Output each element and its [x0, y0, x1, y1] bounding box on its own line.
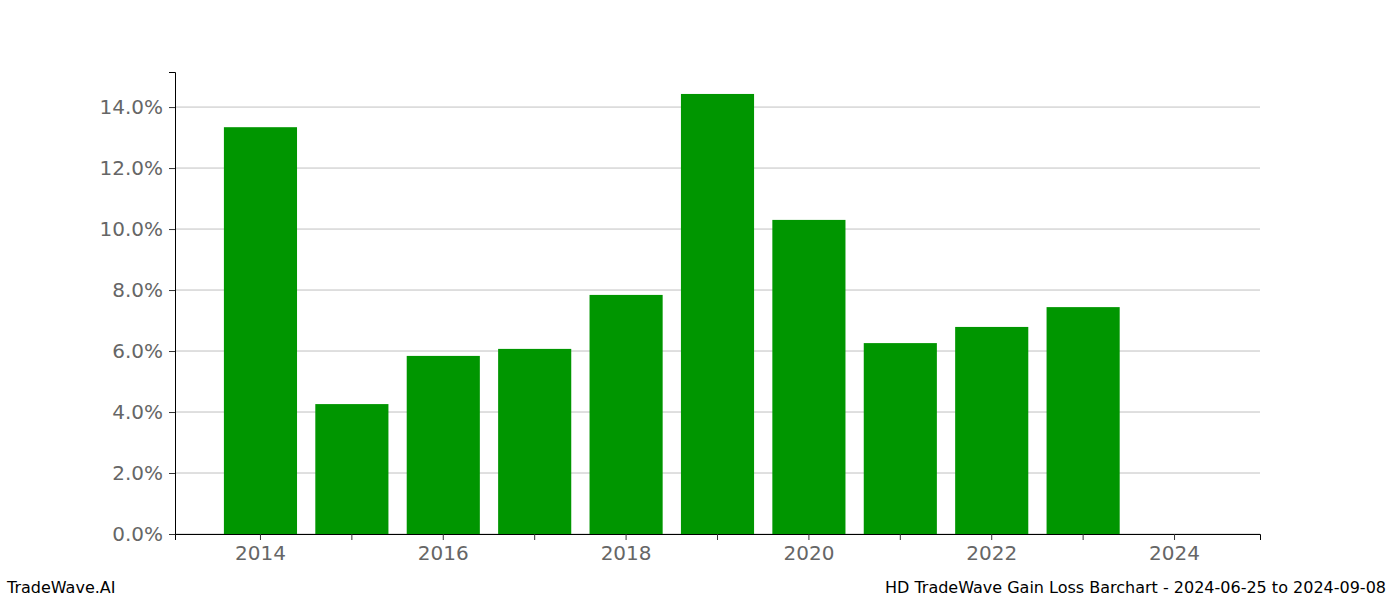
y-axis-line — [169, 73, 176, 535]
x-tick-label: 2020 — [783, 541, 834, 565]
y-tick: 6.0% — [112, 339, 175, 363]
y-tick-mark — [169, 168, 175, 169]
x-tick-mark — [808, 534, 809, 540]
y-tick-label: 12.0% — [99, 156, 163, 180]
y-tick-mark — [169, 229, 175, 230]
x-tick — [534, 534, 535, 540]
x-tick-mark — [717, 534, 718, 540]
y-tick: 8.0% — [112, 278, 175, 302]
bar — [224, 127, 297, 534]
bar — [864, 343, 937, 534]
x-tick: 2022 — [966, 534, 1017, 565]
bar — [498, 349, 571, 534]
y-tick: 2.0% — [112, 461, 175, 485]
y-axis: 0.0% 2.0% 4.0% 6.0% 8.0% 10.0% 12.0% 14.0% — [99, 73, 175, 546]
x-tick-mark — [1174, 534, 1175, 540]
y-tick-mark — [169, 412, 175, 413]
x-tick-label: 2014 — [235, 541, 286, 565]
y-tick: 12.0% — [99, 156, 175, 180]
x-tick: 2014 — [235, 534, 286, 565]
x-tick-label: 2022 — [966, 541, 1017, 565]
y-tick-label: 14.0% — [99, 95, 163, 119]
x-tick-label: 2018 — [601, 541, 652, 565]
x-tick: 2024 — [1149, 534, 1200, 565]
y-tick: 0.0% — [112, 522, 175, 546]
bar — [681, 94, 754, 534]
x-tick-mark — [1083, 534, 1084, 540]
bar — [955, 327, 1028, 534]
y-tick-label: 0.0% — [112, 522, 163, 546]
y-tick-label: 6.0% — [112, 339, 163, 363]
y-tick-mark — [169, 351, 175, 352]
bar — [315, 404, 388, 534]
bar — [1047, 307, 1120, 534]
bar — [407, 356, 480, 534]
x-tick-label: 2024 — [1149, 541, 1200, 565]
chart: 2014 2016 2018 2020 2022 2024 0.0% 2.0% 4.0% 6.0%… — [0, 0, 1400, 600]
y-tick: 10.0% — [99, 217, 175, 241]
bar — [590, 295, 663, 534]
x-tick-mark — [991, 534, 992, 540]
annotation: HD TradeWave Gain Loss Barchart - 2024-0… — [885, 578, 1386, 597]
x-tick-mark — [351, 534, 352, 540]
bars — [224, 94, 1120, 534]
x-tick — [900, 534, 901, 540]
bar — [772, 220, 845, 534]
x-tick-label: 2016 — [418, 541, 469, 565]
background — [0, 0, 1400, 600]
x-tick — [717, 534, 718, 540]
x-tick-mark — [534, 534, 535, 540]
annotation: TradeWave.AI — [6, 578, 115, 597]
x-axis: 2014 2016 2018 2020 2022 2024 — [176, 534, 1261, 565]
y-tick: 14.0% — [99, 95, 175, 119]
y-tick-mark — [169, 290, 175, 291]
x-tick: 2016 — [418, 534, 469, 565]
y-tick-mark — [169, 534, 175, 535]
y-tick-mark — [169, 473, 175, 474]
x-tick-mark — [900, 534, 901, 540]
x-tick-mark — [443, 534, 444, 540]
x-tick-mark — [260, 534, 261, 540]
x-tick-mark — [626, 534, 627, 540]
x-tick — [1083, 534, 1084, 540]
x-tick — [351, 534, 352, 540]
x-tick: 2020 — [783, 534, 834, 565]
y-tick-label: 4.0% — [112, 400, 163, 424]
x-tick: 2018 — [601, 534, 652, 565]
y-tick-label: 2.0% — [112, 461, 163, 485]
annotations: TradeWave.AI HD TradeWave Gain Loss Barch… — [6, 578, 1386, 597]
y-tick: 4.0% — [112, 400, 175, 424]
y-tick-label: 10.0% — [99, 217, 163, 241]
y-tick-label: 8.0% — [112, 278, 163, 302]
y-tick-mark — [169, 107, 175, 108]
x-axis-line — [176, 535, 1261, 541]
